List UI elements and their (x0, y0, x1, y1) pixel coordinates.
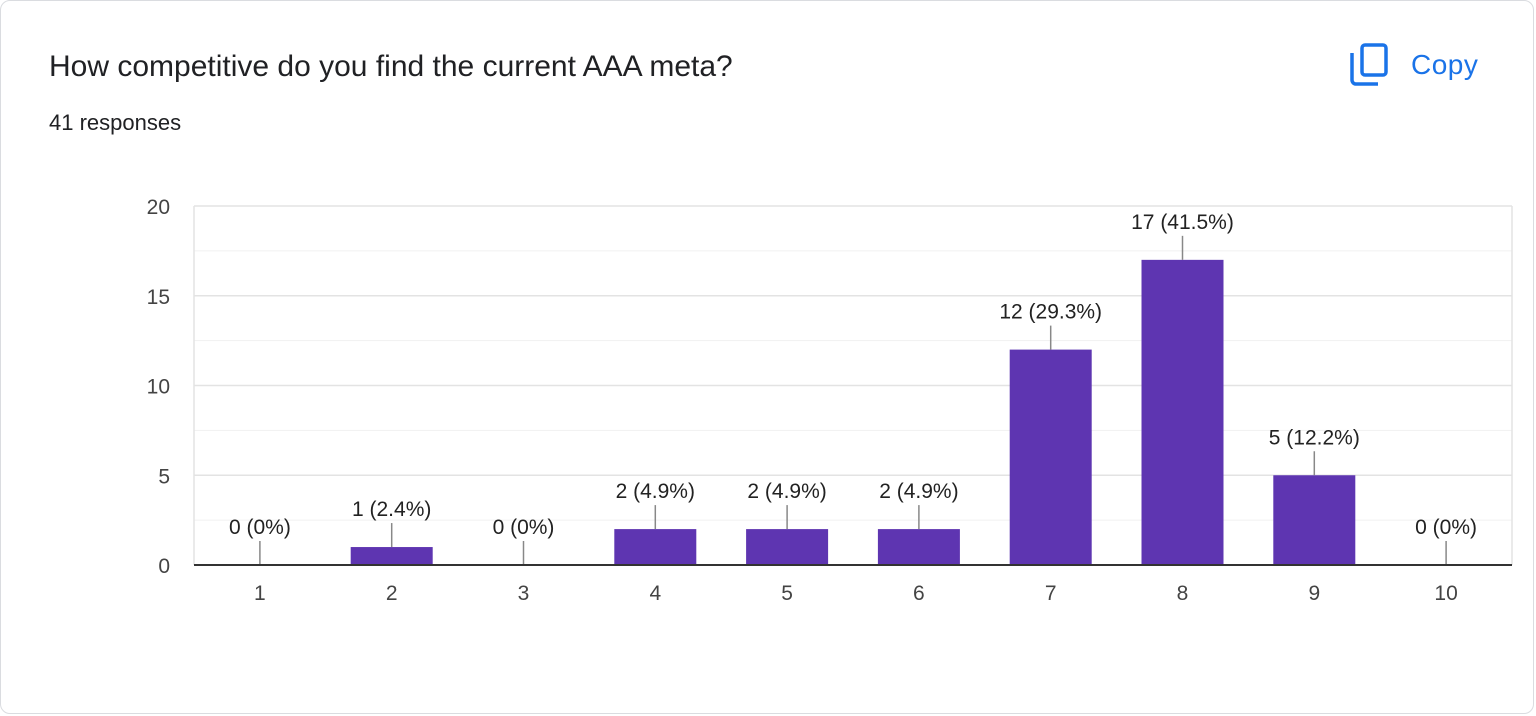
data-label: 2 (4.9%) (616, 480, 695, 503)
y-tick-label: 15 (147, 286, 170, 309)
x-tick-label: 10 (1434, 582, 1457, 605)
copy-button[interactable]: Copy (1341, 37, 1497, 93)
x-tick-label: 8 (1177, 582, 1189, 605)
data-label: 12 (29.3%) (999, 301, 1102, 324)
bar (1273, 475, 1356, 565)
bar (877, 529, 960, 565)
data-label: 5 (12.2%) (1269, 426, 1360, 449)
x-tick-label: 5 (781, 582, 793, 605)
data-label: 2 (4.9%) (747, 480, 826, 503)
y-tick-label: 5 (158, 465, 170, 488)
x-tick-label: 3 (518, 582, 530, 605)
bar (1009, 349, 1092, 565)
bar (350, 547, 433, 565)
data-label: 2 (4.9%) (879, 480, 958, 503)
response-count: 41 responses (49, 110, 182, 135)
y-tick-label: 10 (147, 376, 170, 399)
x-tick-label: 9 (1308, 582, 1320, 605)
y-tick-label: 20 (147, 196, 170, 219)
x-tick-label: 1 (254, 582, 266, 605)
data-label: 1 (2.4%) (352, 498, 431, 521)
x-tick-label: 2 (386, 582, 398, 605)
x-tick-label: 6 (913, 582, 925, 605)
copy-label: Copy (1411, 49, 1479, 80)
bar (614, 529, 697, 565)
x-tick-label: 7 (1045, 582, 1057, 605)
x-tick-label: 4 (649, 582, 661, 605)
data-label: 0 (0%) (229, 516, 291, 539)
y-tick-label: 0 (158, 555, 170, 578)
data-label: 0 (0%) (493, 516, 555, 539)
data-label: 17 (41.5%) (1131, 211, 1234, 234)
bar (1141, 259, 1224, 565)
chart-title: How competitive do you find the current … (49, 50, 733, 83)
data-label: 0 (0%) (1415, 516, 1477, 539)
bar (746, 529, 829, 565)
copy-icon (1350, 43, 1388, 86)
